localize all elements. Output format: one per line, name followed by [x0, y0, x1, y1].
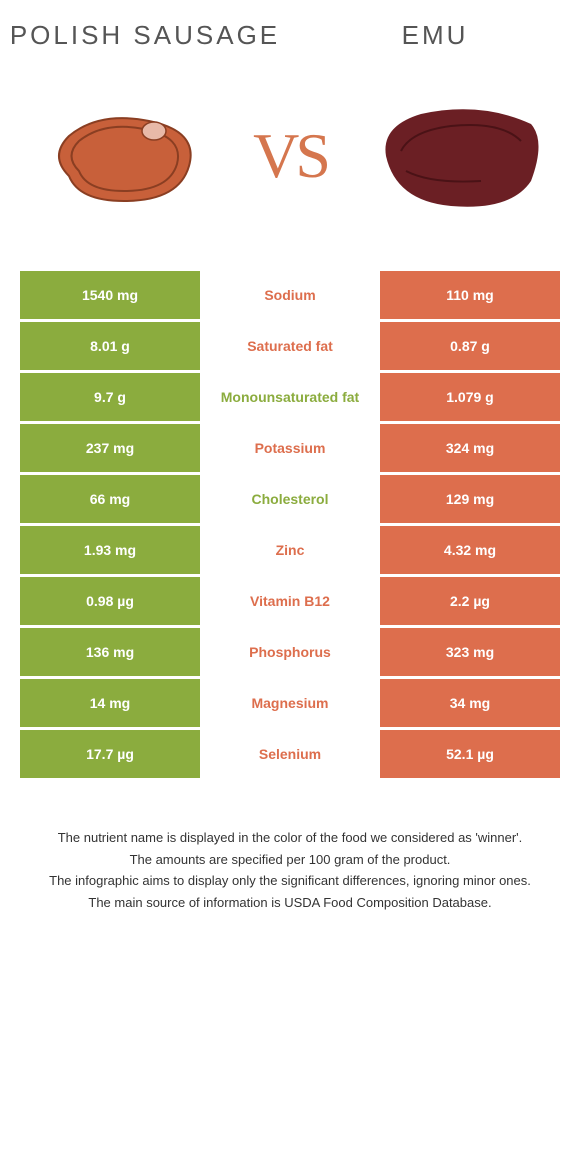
nutrient-name-cell: Monounsaturated fat: [200, 373, 380, 421]
footnote-line: The nutrient name is displayed in the co…: [30, 828, 550, 848]
left-value-cell: 237 mg: [20, 424, 200, 472]
title-row: POLISH SAUSAGE EMU: [0, 0, 580, 61]
nutrient-row: 8.01 gSaturated fat0.87 g: [20, 322, 560, 370]
right-value-cell: 129 mg: [380, 475, 560, 523]
right-value-cell: 2.2 µg: [380, 577, 560, 625]
right-value-cell: 323 mg: [380, 628, 560, 676]
nutrient-name-cell: Magnesium: [200, 679, 380, 727]
right-value-cell: 4.32 mg: [380, 526, 560, 574]
right-value-cell: 324 mg: [380, 424, 560, 472]
right-title-col: EMU: [290, 20, 580, 51]
nutrient-row: 9.7 gMonounsaturated fat1.079 g: [20, 373, 560, 421]
nutrient-name-cell: Sodium: [200, 271, 380, 319]
left-title-col: POLISH SAUSAGE: [0, 20, 290, 51]
left-value-cell: 136 mg: [20, 628, 200, 676]
nutrient-name-cell: Vitamin B12: [200, 577, 380, 625]
nutrient-name-cell: Cholesterol: [200, 475, 380, 523]
right-value-cell: 34 mg: [380, 679, 560, 727]
nutrient-row: 1540 mgSodium110 mg: [20, 271, 560, 319]
right-value-cell: 1.079 g: [380, 373, 560, 421]
left-food-image: [0, 86, 247, 226]
nutrient-name-cell: Potassium: [200, 424, 380, 472]
right-value-cell: 110 mg: [380, 271, 560, 319]
nutrient-row: 17.7 µgSelenium52.1 µg: [20, 730, 560, 778]
nutrient-name-cell: Selenium: [200, 730, 380, 778]
left-value-cell: 9.7 g: [20, 373, 200, 421]
nutrient-comparison-table: 1540 mgSodium110 mg8.01 gSaturated fat0.…: [20, 271, 560, 778]
left-value-cell: 8.01 g: [20, 322, 200, 370]
left-food-name: POLISH SAUSAGE: [0, 20, 290, 51]
footnote-line: The main source of information is USDA F…: [30, 893, 550, 913]
nutrient-name-cell: Zinc: [200, 526, 380, 574]
nutrient-row: 136 mgPhosphorus323 mg: [20, 628, 560, 676]
right-food-name: EMU: [290, 20, 580, 51]
nutrient-row: 1.93 mgZinc4.32 mg: [20, 526, 560, 574]
vs-label: VS: [247, 119, 333, 193]
nutrient-row: 237 mgPotassium324 mg: [20, 424, 560, 472]
nutrient-row: 66 mgCholesterol129 mg: [20, 475, 560, 523]
footnotes-block: The nutrient name is displayed in the co…: [30, 828, 550, 912]
right-value-cell: 52.1 µg: [380, 730, 560, 778]
footnote-line: The infographic aims to display only the…: [30, 871, 550, 891]
sausage-icon: [39, 96, 209, 216]
nutrient-name-cell: Phosphorus: [200, 628, 380, 676]
nutrient-row: 14 mgMagnesium34 mg: [20, 679, 560, 727]
hero-images-row: VS: [0, 71, 580, 241]
right-value-cell: 0.87 g: [380, 322, 560, 370]
right-food-image: [333, 86, 580, 226]
nutrient-name-cell: Saturated fat: [200, 322, 380, 370]
left-value-cell: 17.7 µg: [20, 730, 200, 778]
footnote-line: The amounts are specified per 100 gram o…: [30, 850, 550, 870]
left-value-cell: 14 mg: [20, 679, 200, 727]
left-value-cell: 1540 mg: [20, 271, 200, 319]
left-value-cell: 0.98 µg: [20, 577, 200, 625]
emu-meat-icon: [371, 96, 541, 216]
nutrient-row: 0.98 µgVitamin B122.2 µg: [20, 577, 560, 625]
left-value-cell: 66 mg: [20, 475, 200, 523]
left-value-cell: 1.93 mg: [20, 526, 200, 574]
